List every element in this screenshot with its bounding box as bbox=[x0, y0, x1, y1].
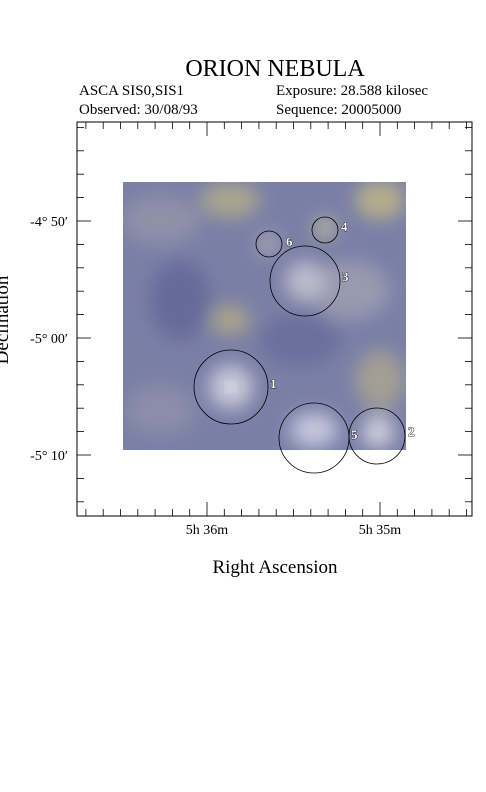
source-circle bbox=[311, 216, 339, 244]
x-tick-label: 5h 36m bbox=[186, 523, 229, 538]
source-label: 1 bbox=[270, 376, 277, 391]
y-tick-label: -4° 50′ bbox=[30, 215, 68, 230]
sequence: Sequence: 20005000 bbox=[276, 102, 401, 118]
y-tick-label: -5° 00′ bbox=[30, 332, 68, 347]
source-label: 6 bbox=[286, 234, 293, 249]
exposure: Exposure: 28.588 kilosec bbox=[276, 83, 428, 99]
source-label: 3 bbox=[342, 269, 349, 284]
source-circles bbox=[193, 216, 406, 474]
x-axis-title: Right Ascension bbox=[212, 557, 338, 578]
instrument: ASCA SIS0,SIS1 bbox=[79, 83, 184, 99]
source-label: 4 bbox=[341, 219, 348, 234]
ticks bbox=[77, 122, 472, 516]
source-circle bbox=[193, 349, 269, 425]
source-circle bbox=[255, 230, 283, 258]
source-label: 5 bbox=[351, 427, 358, 442]
y-tick-label: -5° 10′ bbox=[30, 449, 68, 464]
xray-image bbox=[123, 182, 406, 450]
source-label: 2 bbox=[408, 424, 415, 439]
source-circle bbox=[269, 245, 341, 317]
plot-frame bbox=[76, 121, 473, 517]
title: ORION NEBULA bbox=[185, 56, 365, 82]
x-tick-label: 5h 35m bbox=[359, 523, 402, 538]
observed: Observed: 30/08/93 bbox=[79, 102, 198, 118]
source-circle bbox=[278, 402, 350, 474]
y-axis-title: Declination bbox=[0, 275, 13, 364]
